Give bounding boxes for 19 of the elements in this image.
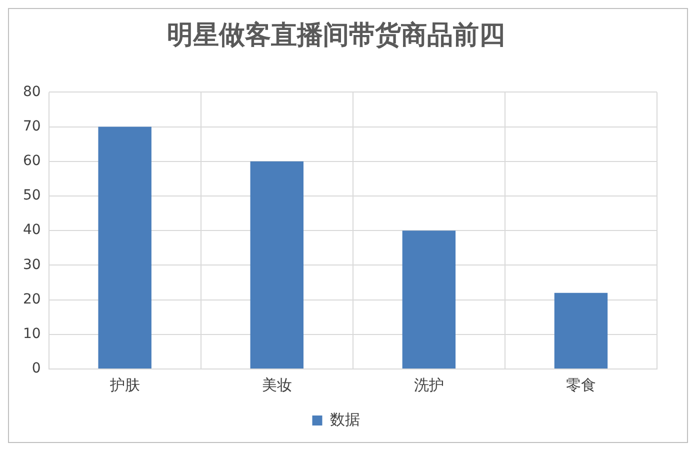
y-tick-label: 0	[32, 360, 41, 377]
y-tick-label: 70	[22, 118, 41, 134]
legend-label: 数据	[330, 410, 360, 428]
y-tick-label: 10	[22, 326, 41, 342]
y-tick-label: 80	[22, 84, 41, 100]
bar	[402, 230, 456, 368]
y-tick-label: 40	[22, 222, 41, 238]
y-tick-label: 20	[22, 291, 41, 308]
x-tick-label: 美妆	[262, 376, 292, 394]
x-tick-label: 零食	[566, 376, 596, 394]
bar	[250, 161, 304, 368]
chart-title: 明星做客直播间带货商品前四	[167, 20, 505, 50]
x-tick-label: 护肤	[108, 376, 140, 394]
bar	[554, 292, 608, 368]
y-tick-label: 60	[22, 153, 41, 170]
bar	[98, 126, 152, 368]
x-tick-label: 洗护	[414, 376, 444, 394]
y-tick-label: 30	[22, 256, 41, 273]
y-tick-label: 50	[22, 188, 41, 204]
